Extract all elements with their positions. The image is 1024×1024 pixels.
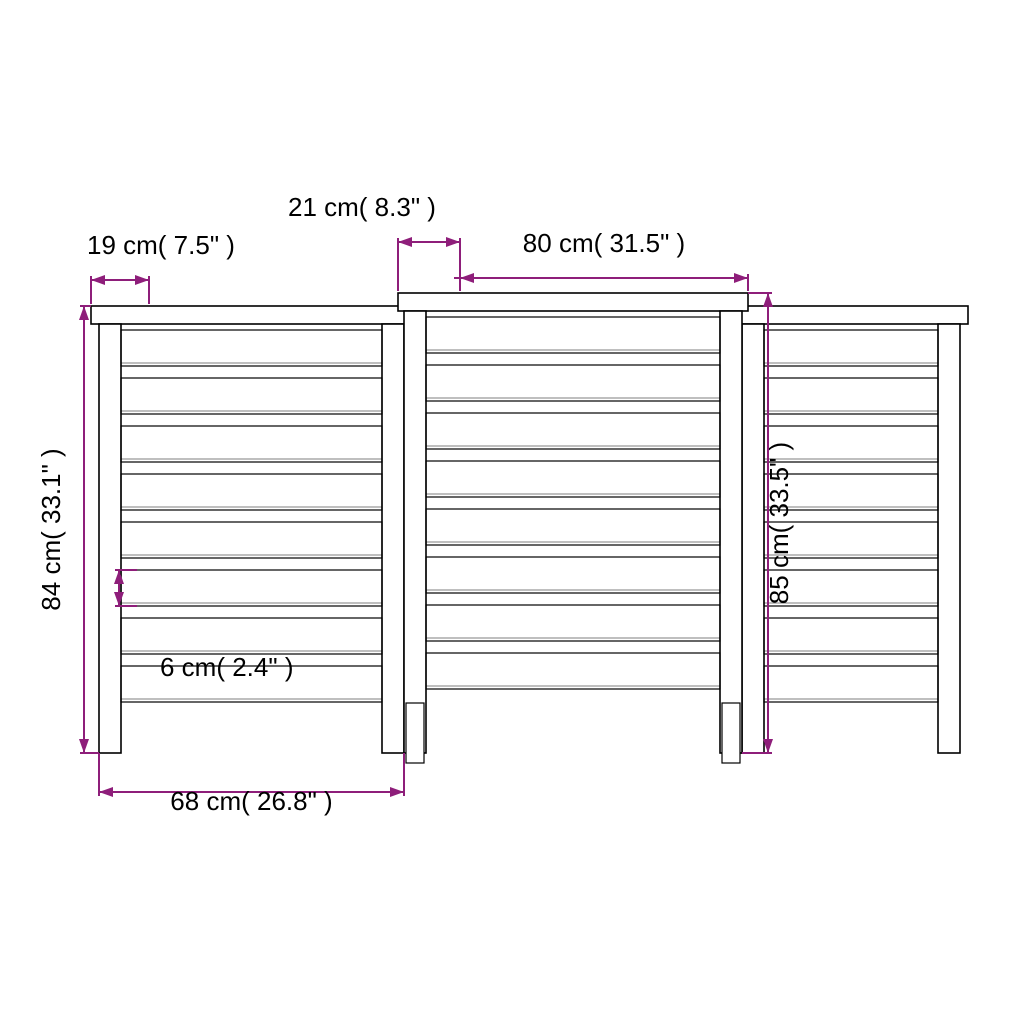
dimension-label: 85 cm( 33.5" ) bbox=[764, 442, 794, 604]
dimension-label: 6 cm( 2.4" ) bbox=[160, 652, 293, 682]
dimension-label: 21 cm( 8.3" ) bbox=[288, 192, 436, 222]
dimension-label: 19 cm( 7.5" ) bbox=[87, 230, 235, 260]
dimension-label: 80 cm( 31.5" ) bbox=[523, 228, 685, 258]
dimension-label: 84 cm( 33.1" ) bbox=[36, 448, 66, 610]
panel bbox=[91, 306, 410, 753]
dimension-label: 68 cm( 26.8" ) bbox=[170, 786, 332, 816]
panel bbox=[398, 293, 748, 753]
